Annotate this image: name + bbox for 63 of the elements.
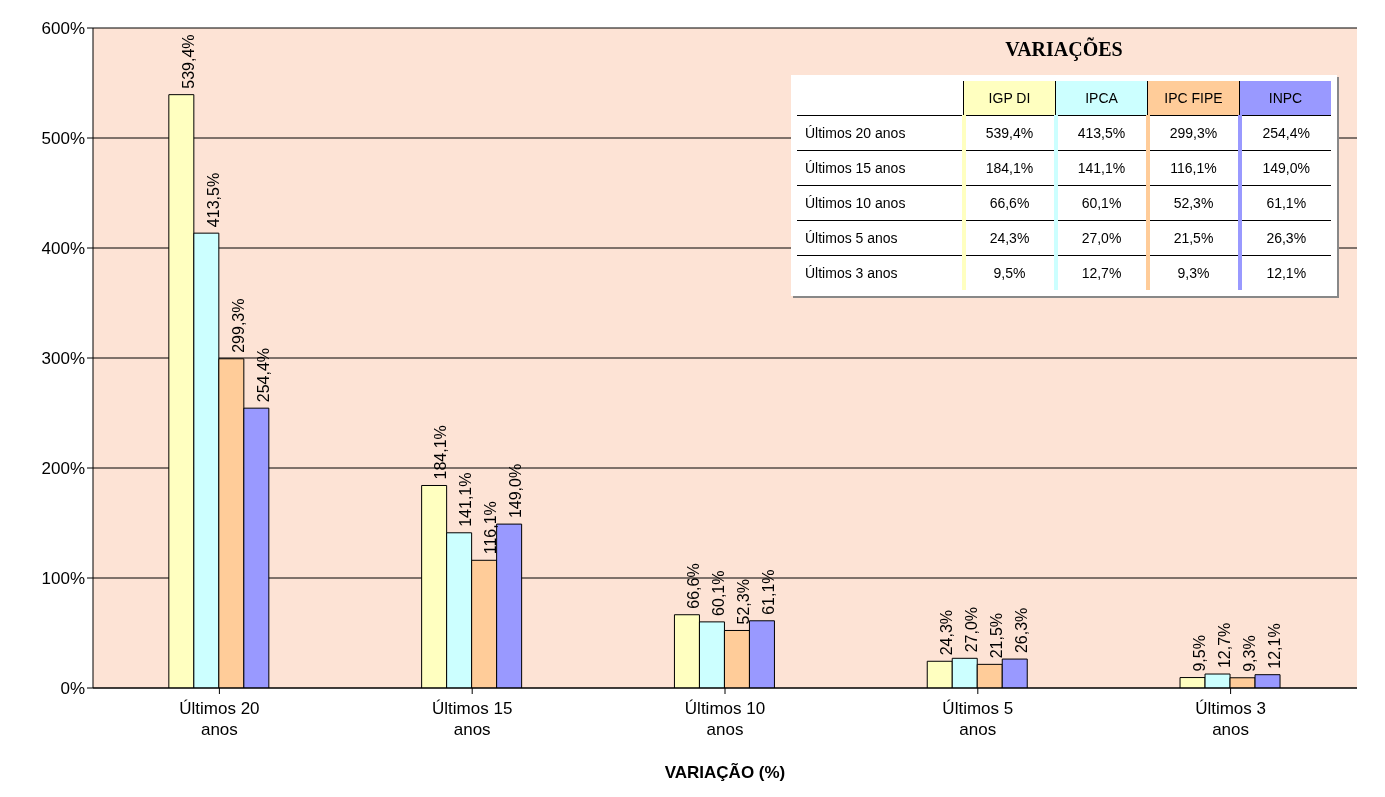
y-tick-label: 500% <box>41 129 85 149</box>
text: 61,1% <box>1266 195 1307 211</box>
category-label: Últimos 10 anos <box>805 195 906 211</box>
text: 12,7% <box>1081 265 1122 281</box>
text: 254,4% <box>1262 125 1310 141</box>
data-label: 116,1% <box>482 501 500 555</box>
x-tick-label: Últimos 15 anos <box>432 699 513 739</box>
category-label: Últimos 20 anos <box>805 125 906 141</box>
text: 9,3% <box>1177 265 1210 281</box>
data-label: 413,5% <box>204 172 222 228</box>
text: 52,3% <box>1173 195 1214 211</box>
data-label: 9,5% <box>1190 635 1208 672</box>
data-label: 254,4% <box>254 347 272 403</box>
text: 299,3% <box>1169 125 1218 141</box>
x-axis-title: VARIAÇÃO (%) <box>664 762 786 782</box>
text: 539,4% <box>985 125 1034 141</box>
text: 26,3% <box>1266 230 1307 246</box>
data-label: 26,3% <box>1012 607 1030 654</box>
text: 141,1% <box>1077 160 1126 176</box>
text: IPCA <box>1055 78 1148 116</box>
text: 27,0% <box>1081 230 1122 246</box>
legend-title: VARIAÇÕES <box>1004 38 1124 61</box>
text: IGP DI <box>963 78 1056 116</box>
data-label: 52,3% <box>735 579 753 625</box>
data-label: 9,3% <box>1240 635 1258 672</box>
text: 60,1% <box>1081 195 1122 211</box>
data-label: 12,7% <box>1215 622 1233 669</box>
text: 12,1% <box>1266 265 1307 281</box>
data-label: 539,4% <box>179 34 197 89</box>
text: 21,5% <box>1173 230 1214 246</box>
y-tick-label: 300% <box>41 349 85 369</box>
text: 149,0% <box>1262 160 1310 176</box>
x-tick-label: Últimos 20 anos <box>179 699 260 739</box>
data-label: 12,1% <box>1265 623 1283 669</box>
y-tick-label: 0% <box>60 679 85 699</box>
text: 413,5% <box>1077 125 1126 141</box>
data-label: 21,5% <box>987 612 1005 659</box>
text: 184,1% <box>985 160 1034 176</box>
y-tick-label: 200% <box>41 459 85 479</box>
text: 66,6% <box>989 195 1030 211</box>
text: 9,5% <box>993 265 1026 281</box>
text: 24,3% <box>989 230 1030 246</box>
data-label: 184,1% <box>432 425 450 480</box>
data-label: 299,3% <box>229 298 247 353</box>
category-label: Últimos 15 anos <box>805 160 906 176</box>
category-label: Últimos 5 anos <box>805 230 898 246</box>
data-label: 24,3% <box>937 609 955 656</box>
x-tick-label: Últimos 3 anos <box>1195 699 1267 739</box>
data-label: 27,0% <box>962 606 980 653</box>
data-label: 60,1% <box>710 570 728 616</box>
category-label: Últimos 3 anos <box>805 265 898 281</box>
data-label: 61,1% <box>760 569 778 615</box>
text: IPC FIPE <box>1147 78 1240 116</box>
y-tick-label: 600% <box>41 19 85 39</box>
data-label: 141,1% <box>457 472 475 527</box>
x-tick-label: Últimos 10 anos <box>684 699 766 739</box>
y-tick-label: 400% <box>41 239 85 259</box>
text: 116,1% <box>1170 160 1217 176</box>
y-tick-label: 100% <box>41 569 85 589</box>
x-tick-label: Últimos 5 anos <box>942 699 1014 739</box>
data-label: 149,0% <box>507 463 525 519</box>
text: INPC <box>1239 78 1334 116</box>
data-label: 66,6% <box>685 563 703 609</box>
